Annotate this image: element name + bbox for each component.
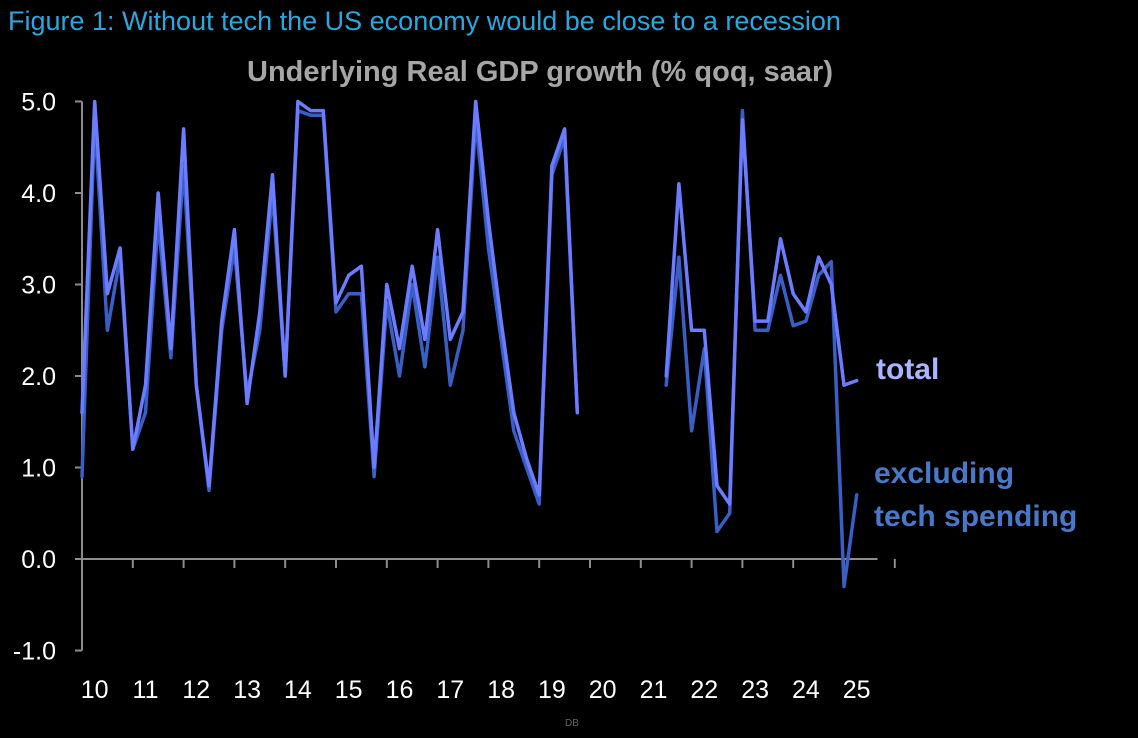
x-tick-label: 24	[792, 676, 820, 704]
y-tick-label: 1.0	[21, 455, 56, 483]
y-tick-label: 5.0	[21, 89, 56, 117]
chart-axes: -1.0 0.0 1.0 2.0 3.0 4.0 5.0 10 11 12 13 14 15 16 17 18…	[13, 89, 896, 704]
y-tick-label: -1.0	[13, 638, 56, 666]
x-tick-label: 22	[690, 676, 718, 704]
series-labels: total excluding tech spending	[874, 353, 1077, 533]
figure-title: Figure 1: Without tech the US economy wo…	[8, 6, 841, 36]
series-label-excluding-tech: excluding	[874, 457, 1014, 490]
series-label-total: total	[876, 353, 939, 386]
x-tick-label: 23	[741, 676, 769, 704]
x-tick-label: 13	[233, 676, 261, 704]
chart-series	[80, 99, 859, 589]
x-tick-label: 17	[436, 676, 464, 704]
x-tick-label: 20	[589, 676, 617, 704]
y-tick-label: 0.0	[21, 546, 56, 574]
x-tick-label: 11	[133, 676, 159, 704]
x-tick-label: 19	[538, 676, 566, 704]
series-line-total	[80, 99, 859, 506]
x-tick-label: 10	[81, 676, 109, 704]
x-tick-label: 25	[843, 676, 871, 704]
y-tick-label: 2.0	[21, 363, 56, 391]
y-tick-label: 3.0	[21, 272, 56, 300]
y-tick-label: 4.0	[21, 180, 56, 208]
x-tick-label: 15	[335, 676, 363, 704]
x-tick-label: 16	[386, 676, 414, 704]
series-label-excluding-tech: tech spending	[874, 500, 1077, 533]
source-label: DB	[565, 718, 579, 729]
chart-title: Underlying Real GDP growth (% qoq, saar)	[247, 56, 833, 88]
x-tick-label: 14	[284, 676, 312, 704]
x-tick-label: 18	[487, 676, 515, 704]
x-tick-label: 12	[182, 676, 210, 704]
x-tick-label: 21	[640, 676, 668, 704]
